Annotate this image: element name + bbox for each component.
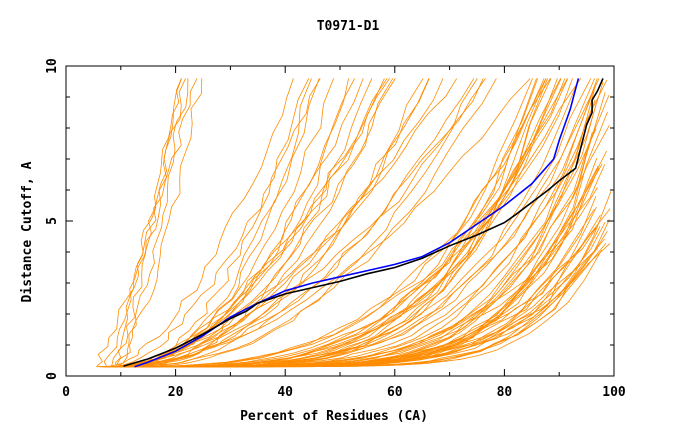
model-curve (116, 78, 533, 368)
model-curve (113, 78, 430, 368)
model-curve (117, 78, 189, 368)
y-tick-label: 5 (45, 217, 60, 225)
model-curve (103, 78, 186, 367)
model-curve (135, 78, 349, 368)
x-axis-label: Percent of Residues (CA) (240, 409, 428, 424)
y-tick-label: 10 (45, 58, 60, 74)
x-tick-label: 60 (387, 385, 403, 400)
model-curve (141, 79, 608, 368)
model-curve (142, 78, 475, 368)
model-curve (113, 78, 430, 368)
model-curve (115, 89, 595, 368)
y-axis-label: Distance Cutoff, A (20, 161, 35, 302)
x-tick-label: 80 (497, 385, 513, 400)
model-curve (99, 78, 444, 368)
x-tick-label: 0 (62, 385, 70, 400)
highlight-curve-1 (134, 78, 580, 368)
model-curve (134, 78, 600, 368)
model-curve (120, 78, 582, 368)
model-curve (110, 78, 484, 368)
model-curve (129, 78, 310, 368)
model-curve (134, 92, 606, 368)
model-curve (96, 78, 198, 368)
model-curve (119, 78, 394, 368)
model-curve (116, 78, 321, 368)
x-tick-label: 20 (168, 385, 184, 400)
model-curve (107, 78, 355, 368)
model-curve (104, 78, 312, 368)
x-tick-label: 100 (602, 385, 626, 400)
highlight-curve-2 (123, 78, 604, 367)
series-layer (96, 78, 612, 368)
chart-title: T0971-D1 (317, 19, 380, 34)
model-curve (106, 78, 294, 368)
axis-layer: 0 20 40 60 80 100 0 5 10 (45, 58, 626, 400)
model-curve (114, 78, 182, 367)
model-curve (111, 78, 182, 367)
y-tick-label: 0 (45, 372, 60, 380)
x-tick-label: 40 (277, 385, 293, 400)
model-curve (116, 78, 203, 368)
model-curve (97, 78, 486, 368)
model-curve (133, 78, 478, 368)
model-curve (113, 191, 612, 368)
model-curve (129, 78, 551, 368)
